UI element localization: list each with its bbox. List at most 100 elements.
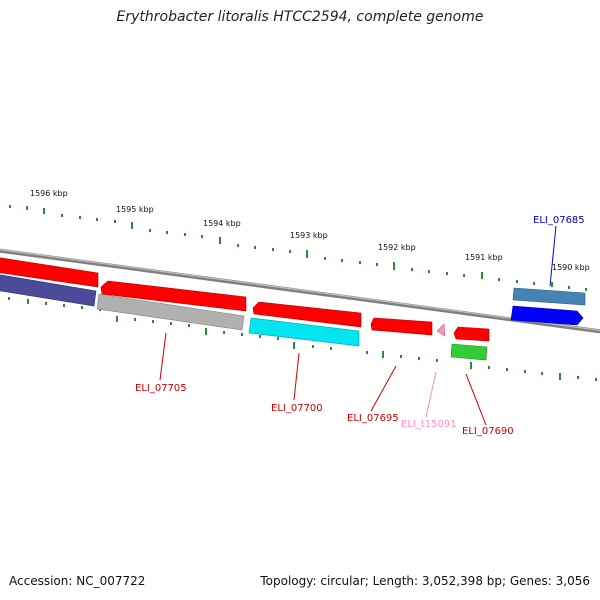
minor-tick <box>188 324 190 327</box>
minor-tick <box>116 316 118 322</box>
leader-ELI_07690 <box>465 373 487 426</box>
gene-label: ELI_07695 <box>347 413 399 424</box>
minor-tick <box>277 337 279 340</box>
leader-ELI_07695 <box>370 365 397 412</box>
major-tick <box>463 274 465 277</box>
scale-label: 1590 kbp <box>552 263 590 272</box>
leader-ELI_07700 <box>293 352 300 401</box>
gene-blue <box>510 305 584 326</box>
minor-tick <box>470 362 472 369</box>
gene-labels: ELI_07705 ELI_07700 ELI_07695 ELI_t15091… <box>135 215 585 437</box>
reverse-strand-genes <box>0 274 584 361</box>
major-tick <box>516 280 518 283</box>
minor-tick <box>436 359 438 362</box>
gene-label: ELI_07700 <box>271 403 323 414</box>
topology-text: Topology: circular; Length: 3,052,398 bp… <box>260 574 590 588</box>
gene-navy <box>0 274 97 307</box>
forward-strand-genes <box>0 257 586 342</box>
gene-label: ELI_07705 <box>135 383 187 394</box>
major-tick <box>184 233 186 236</box>
minor-tick <box>81 306 83 309</box>
major-tick <box>272 248 274 251</box>
minor-tick <box>259 335 261 338</box>
major-tick <box>533 282 535 285</box>
major-tick <box>201 235 203 238</box>
minor-tick <box>134 318 136 321</box>
major-tick <box>43 208 45 214</box>
minor-tick <box>170 322 172 325</box>
major-tick <box>237 244 239 247</box>
scale-label: 1595 kbp <box>116 205 154 214</box>
major-tick <box>254 246 256 249</box>
major-tick <box>481 272 483 279</box>
major-tick <box>61 214 63 217</box>
gene-label: ELI_07685 <box>533 215 585 226</box>
major-tick <box>149 229 151 232</box>
minor-tick <box>524 370 526 373</box>
gene-green <box>450 343 488 361</box>
minor-tick <box>45 302 47 305</box>
map-title: Erythrobacter litoralis HTCC2594, comple… <box>116 9 484 25</box>
major-tick <box>359 261 361 264</box>
scale-label: 1593 kbp <box>290 231 328 240</box>
gene-pink-trna <box>436 323 446 337</box>
minor-tick <box>27 299 29 304</box>
minor-tick <box>366 351 368 354</box>
minor-tick <box>8 297 10 300</box>
minor-tick <box>506 368 508 371</box>
inner-tick-ring <box>8 297 597 381</box>
gene-cyan <box>248 317 360 347</box>
scale-label: 1596 kbp <box>30 189 68 198</box>
major-tick <box>551 282 553 287</box>
minor-tick <box>559 373 561 380</box>
major-tick <box>428 270 430 273</box>
major-tick <box>166 231 168 234</box>
gene-red-1 <box>0 257 99 288</box>
gene-red-4 <box>370 317 433 336</box>
gene-grey <box>96 293 245 331</box>
leader-ELI_t15091 <box>425 371 437 418</box>
minor-tick <box>312 345 314 348</box>
major-tick <box>393 262 395 270</box>
minor-tick <box>400 355 402 358</box>
scale-label: 1594 kbp <box>203 219 241 228</box>
major-tick <box>26 206 28 210</box>
major-tick <box>446 272 448 275</box>
minor-tick <box>205 328 207 335</box>
gene-red-2 <box>100 280 247 312</box>
scale-label: 1592 kbp <box>378 243 416 252</box>
minor-tick <box>152 320 154 323</box>
minor-tick <box>488 366 490 369</box>
minor-tick <box>223 331 225 334</box>
major-tick <box>376 263 378 266</box>
major-tick <box>568 286 570 289</box>
major-tick <box>341 259 343 262</box>
minor-tick <box>330 347 332 350</box>
gene-red-3 <box>252 301 362 328</box>
major-tick <box>219 237 221 244</box>
scale-label: 1591 kbp <box>465 253 503 262</box>
minor-tick <box>241 333 243 336</box>
label-leaders <box>159 225 557 426</box>
minor-tick <box>293 342 295 349</box>
minor-tick <box>541 372 543 375</box>
major-tick <box>96 218 98 221</box>
gene-label: ELI_t15091 <box>401 419 457 430</box>
major-tick <box>289 250 291 253</box>
major-tick <box>585 288 587 291</box>
major-tick <box>324 257 326 260</box>
major-tick <box>306 250 308 258</box>
major-tick <box>79 216 81 219</box>
major-tick <box>9 205 11 208</box>
gene-label: ELI_07690 <box>462 426 514 437</box>
gene-red-5 <box>453 326 490 342</box>
leader-ELI_07705 <box>159 332 167 381</box>
scale-labels: 1596 kbp 1595 kbp 1594 kbp 1593 kbp 1592… <box>30 189 590 272</box>
minor-tick <box>577 376 579 379</box>
gene-steel-blue <box>512 287 586 306</box>
major-tick <box>131 222 133 229</box>
outer-tick-ring <box>9 205 587 291</box>
minor-tick <box>595 378 597 381</box>
major-tick <box>411 268 413 271</box>
